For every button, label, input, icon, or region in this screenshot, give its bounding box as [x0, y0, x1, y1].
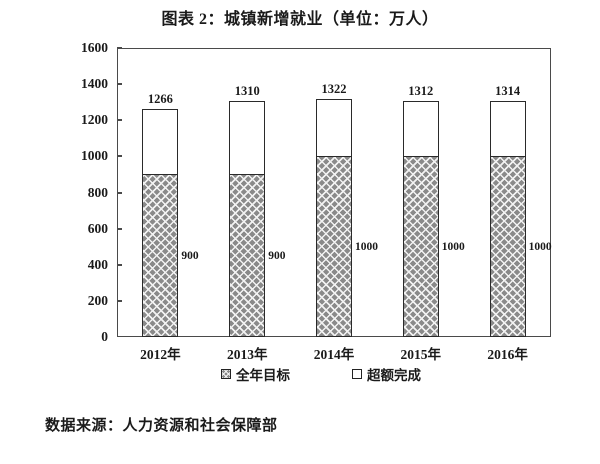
y-tick-label: 1200 [81, 112, 108, 128]
y-tick-label: 1000 [81, 148, 108, 164]
y-tick-mark [117, 83, 122, 86]
bar-total-label: 1310 [234, 84, 260, 99]
bar-segment-annual-target [316, 156, 352, 337]
hatched-swatch-icon [221, 369, 231, 379]
bar-segment-annual-target [402, 156, 439, 337]
x-axis-label: 2016年 [487, 347, 528, 362]
y-tick-label: 1600 [81, 40, 108, 55]
y-tick-label: 800 [87, 184, 108, 200]
chart-title: 图表 2：城镇新增就业（单位：万人） [161, 11, 439, 28]
x-axis-label: 2013年 [226, 347, 268, 362]
bar-segment-exceeded [316, 99, 352, 158]
x-axis-label: 2014年 [313, 347, 355, 362]
bar-segment-annual-target [142, 174, 179, 337]
bar-segment-exceeded [229, 101, 266, 176]
target-value-label: 1000 [528, 240, 552, 253]
y-tick-mark [117, 191, 122, 194]
bar-total-label: 1266 [147, 92, 173, 107]
y-tick-label: 200 [87, 292, 108, 308]
source-note: 数据来源：人力资源和社会保障部 [45, 418, 278, 434]
y-tick-mark [117, 47, 122, 49]
white-swatch-icon [352, 369, 362, 379]
bar-segment-exceeded [489, 100, 526, 158]
y-tick-label: 1400 [81, 76, 108, 92]
target-value-label: 900 [268, 249, 286, 262]
bar-segment-exceeded [402, 101, 439, 158]
y-tick-label: 0 [101, 329, 108, 344]
plot-area: 1266 900 1310 900 1322 1000 1312 1000 1314 1000 [117, 47, 552, 337]
y-tick-mark [117, 299, 122, 302]
legend-item-annual-target: 全年目标 [221, 364, 290, 384]
bar-segment-exceeded [142, 109, 179, 176]
legend-item-exceeded: 超额完成 [352, 364, 421, 384]
x-axis-label: 2015年 [400, 347, 442, 362]
y-tick-label: 600 [87, 220, 108, 236]
bar-segment-annual-target [489, 156, 526, 337]
bar-segment-annual-target [229, 174, 266, 337]
chart-legend: 全年目标 超额完成 [0, 364, 600, 384]
y-tick-mark [117, 263, 122, 266]
legend-label-annual-target: 全年目标 [236, 368, 290, 383]
bar-total-label: 1322 [321, 82, 347, 97]
legend-label-exceeded: 超额完成 [367, 368, 421, 383]
target-value-label: 1000 [355, 240, 378, 253]
y-tick-mark [117, 155, 122, 158]
target-value-label: 1000 [441, 240, 465, 253]
employment-stacked-bar-chart: 1266 900 1310 900 1322 1000 1312 1000 1314 1000 全… [0, 40, 600, 384]
target-value-label: 900 [181, 249, 199, 262]
x-axis-label: 2012年 [140, 347, 181, 362]
y-tick-mark [117, 119, 122, 122]
y-tick-label: 400 [87, 256, 108, 272]
y-tick-mark [117, 227, 122, 230]
bar-total-label: 1312 [408, 84, 434, 99]
bar-total-label: 1314 [495, 83, 521, 98]
